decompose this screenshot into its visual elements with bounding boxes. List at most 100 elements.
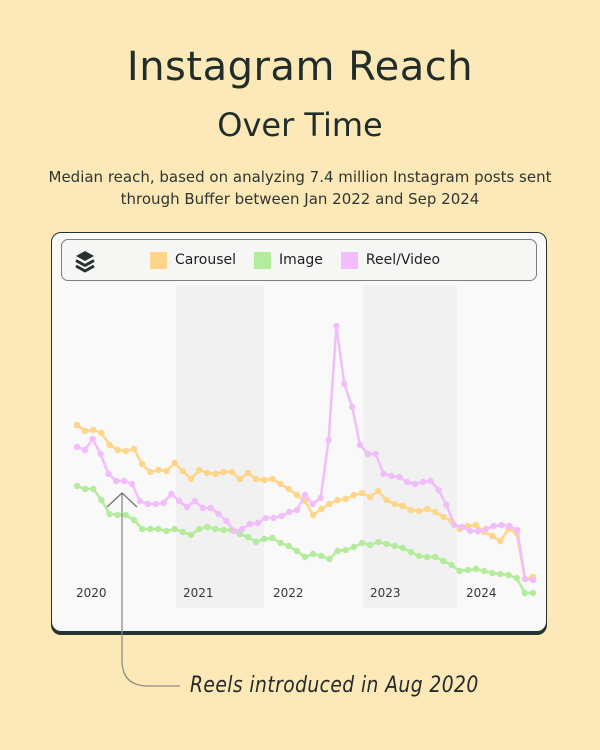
data-point[interactable] — [388, 472, 395, 480]
data-point[interactable] — [529, 576, 537, 584]
data-point[interactable] — [187, 475, 195, 483]
data-point[interactable] — [73, 421, 81, 429]
data-point[interactable] — [114, 511, 121, 519]
data-point[interactable] — [286, 508, 293, 516]
data-point[interactable] — [285, 542, 292, 550]
data-point[interactable] — [443, 501, 450, 509]
data-point[interactable] — [326, 555, 333, 563]
data-point[interactable] — [432, 508, 439, 516]
data-point[interactable] — [396, 473, 403, 481]
data-point[interactable] — [372, 450, 379, 458]
data-point[interactable] — [168, 490, 175, 498]
data-point[interactable] — [341, 380, 348, 388]
data-point[interactable] — [138, 525, 146, 533]
data-point[interactable] — [81, 446, 89, 454]
data-point[interactable] — [480, 567, 488, 575]
data-point[interactable] — [105, 470, 112, 478]
data-point[interactable] — [375, 538, 382, 546]
data-point[interactable] — [212, 470, 219, 478]
data-point[interactable] — [254, 519, 262, 527]
data-point[interactable] — [191, 497, 199, 505]
data-point[interactable] — [482, 525, 490, 533]
data-point[interactable] — [195, 525, 203, 533]
data-point[interactable] — [293, 506, 301, 514]
data-point[interactable] — [220, 468, 227, 476]
data-point[interactable] — [342, 495, 349, 503]
data-point[interactable] — [176, 497, 183, 505]
data-point[interactable] — [152, 500, 159, 508]
data-point[interactable] — [199, 504, 206, 512]
data-point[interactable] — [98, 429, 105, 437]
data-point[interactable] — [301, 491, 309, 499]
data-point[interactable] — [350, 491, 358, 499]
data-point[interactable] — [513, 574, 520, 582]
data-point[interactable] — [136, 497, 144, 505]
data-point[interactable] — [440, 557, 447, 565]
data-point[interactable] — [506, 522, 513, 530]
data-point[interactable] — [464, 566, 472, 574]
data-point[interactable] — [309, 511, 317, 519]
data-point[interactable] — [356, 441, 364, 449]
data-point[interactable] — [278, 512, 285, 520]
data-point[interactable] — [90, 485, 97, 493]
data-point[interactable] — [472, 521, 480, 529]
data-point[interactable] — [325, 436, 332, 444]
data-point[interactable] — [350, 543, 358, 551]
data-point[interactable] — [448, 561, 455, 569]
data-point[interactable] — [309, 500, 317, 508]
data-point[interactable] — [521, 575, 529, 583]
data-point[interactable] — [472, 565, 480, 573]
data-point[interactable] — [179, 528, 187, 536]
data-point[interactable] — [419, 478, 427, 486]
data-point[interactable] — [318, 552, 325, 560]
data-point[interactable] — [348, 403, 356, 411]
data-point[interactable] — [228, 468, 235, 476]
data-point[interactable] — [130, 516, 138, 524]
data-point[interactable] — [207, 504, 214, 512]
data-point[interactable] — [285, 485, 292, 493]
data-point[interactable] — [391, 500, 398, 508]
data-point[interactable] — [97, 450, 104, 458]
data-point[interactable] — [498, 521, 505, 529]
data-point[interactable] — [212, 525, 219, 533]
data-point[interactable] — [364, 450, 372, 458]
data-point[interactable] — [122, 511, 130, 519]
data-point[interactable] — [411, 480, 419, 488]
data-point[interactable] — [246, 520, 254, 528]
data-point[interactable] — [358, 489, 366, 497]
data-point[interactable] — [342, 546, 349, 554]
data-point[interactable] — [466, 527, 474, 535]
data-point[interactable] — [489, 532, 496, 540]
data-point[interactable] — [90, 426, 97, 434]
data-point[interactable] — [383, 496, 390, 504]
data-point[interactable] — [220, 526, 227, 534]
data-point[interactable] — [407, 506, 415, 514]
data-point[interactable] — [464, 522, 472, 530]
data-point[interactable] — [456, 567, 463, 575]
data-point[interactable] — [497, 537, 504, 545]
data-point[interactable] — [122, 447, 130, 455]
data-point[interactable] — [261, 476, 268, 484]
data-point[interactable] — [155, 466, 162, 474]
legend-item-image[interactable]: Image — [254, 251, 323, 269]
data-point[interactable] — [244, 469, 252, 477]
data-point[interactable] — [81, 485, 89, 493]
data-point[interactable] — [440, 513, 447, 521]
data-point[interactable] — [171, 525, 178, 533]
data-point[interactable] — [120, 477, 128, 485]
data-point[interactable] — [269, 475, 276, 483]
data-point[interactable] — [427, 477, 434, 485]
data-point[interactable] — [415, 552, 423, 560]
data-point[interactable] — [231, 527, 238, 535]
data-point[interactable] — [128, 480, 136, 488]
data-point[interactable] — [521, 589, 529, 597]
data-point[interactable] — [98, 496, 105, 504]
data-point[interactable] — [451, 521, 458, 529]
data-point[interactable] — [160, 499, 167, 507]
data-point[interactable] — [415, 507, 423, 515]
data-point[interactable] — [269, 534, 276, 542]
data-point[interactable] — [270, 514, 277, 522]
data-point[interactable] — [89, 435, 96, 443]
data-point[interactable] — [399, 544, 406, 552]
data-point[interactable] — [81, 427, 89, 435]
